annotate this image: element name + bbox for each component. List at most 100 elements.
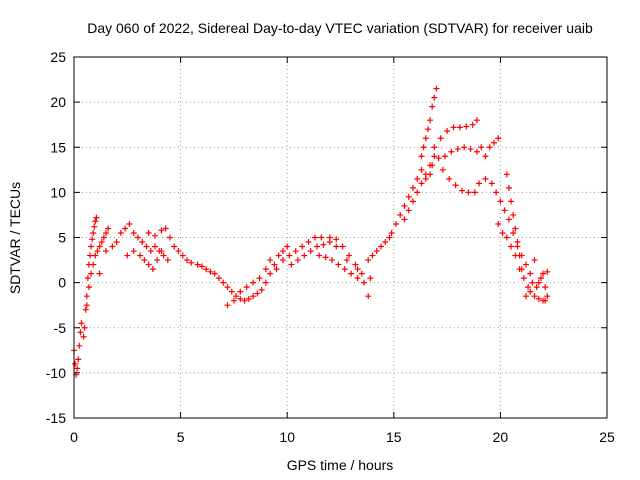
- data-point: [405, 193, 412, 200]
- data-point: [279, 257, 286, 264]
- data-point: [158, 227, 165, 234]
- data-point: [316, 252, 323, 259]
- data-point: [166, 234, 173, 241]
- data-point: [527, 288, 534, 295]
- data-point: [102, 248, 109, 255]
- data-point: [360, 279, 367, 286]
- data-point: [245, 295, 252, 302]
- data-point: [76, 342, 83, 349]
- data-point: [544, 268, 551, 275]
- data-point: [482, 153, 489, 160]
- data-point: [463, 123, 470, 130]
- data-point: [294, 257, 301, 264]
- data-point: [83, 302, 90, 309]
- data-point: [478, 144, 485, 151]
- data-point: [149, 266, 156, 273]
- data-point: [352, 261, 359, 268]
- data-point: [258, 286, 265, 293]
- x-tick-label: 20: [493, 429, 509, 445]
- data-point: [409, 184, 416, 191]
- data-point: [488, 180, 495, 187]
- data-point: [113, 239, 120, 246]
- data-point: [98, 239, 105, 246]
- data-point: [448, 148, 455, 155]
- data-point: [207, 268, 214, 275]
- data-point: [228, 288, 235, 295]
- data-point: [233, 293, 240, 300]
- x-axis-label: GPS time / hours: [287, 457, 394, 473]
- data-point: [241, 297, 248, 304]
- y-tick-label: -5: [54, 320, 67, 336]
- data-point: [450, 124, 457, 131]
- data-point: [339, 243, 346, 250]
- data-point: [183, 257, 190, 264]
- data-point: [542, 284, 549, 291]
- y-tick-label: 10: [50, 184, 66, 200]
- data-point: [365, 257, 372, 264]
- data-point: [452, 182, 459, 189]
- data-point: [531, 293, 538, 300]
- y-tick-label: 0: [58, 275, 66, 291]
- data-point: [401, 216, 408, 223]
- data-point: [437, 135, 444, 142]
- data-point: [145, 261, 152, 268]
- data-point: [520, 275, 527, 282]
- data-point: [328, 257, 335, 264]
- x-axis: 0 5 10 15 20 25: [70, 57, 615, 445]
- data-point: [82, 306, 89, 313]
- x-tick-label: 25: [599, 429, 615, 445]
- data-point: [301, 252, 308, 259]
- data-point: [288, 261, 295, 268]
- x-tick-label: 5: [177, 429, 185, 445]
- data-point: [326, 234, 333, 241]
- data-point: [446, 175, 453, 182]
- data-point: [435, 155, 442, 162]
- data-point: [91, 223, 98, 230]
- data-point: [117, 229, 124, 236]
- data-point: [420, 144, 427, 151]
- data-point: [75, 356, 82, 363]
- data-point: [418, 166, 425, 173]
- data-point: [527, 270, 534, 277]
- data-point: [292, 248, 299, 255]
- data-point: [533, 284, 540, 291]
- plot-frame: [73, 56, 608, 419]
- x-tick-label: 15: [386, 429, 402, 445]
- data-point: [386, 234, 393, 241]
- data-point: [493, 189, 500, 196]
- data-point: [501, 207, 508, 214]
- y-tick-label: 15: [50, 139, 66, 155]
- data-point: [456, 124, 463, 131]
- data-point: [512, 225, 519, 232]
- data-point: [529, 279, 536, 286]
- data-point: [72, 360, 79, 367]
- data-point: [77, 329, 84, 336]
- data-point: [307, 248, 314, 255]
- data-point: [409, 198, 416, 205]
- data-point: [469, 121, 476, 128]
- data-point: [94, 248, 101, 255]
- data-point: [505, 216, 512, 223]
- data-point: [262, 279, 269, 286]
- data-point: [88, 270, 95, 277]
- data-point: [486, 144, 493, 151]
- data-point: [522, 261, 529, 268]
- data-point: [414, 175, 421, 182]
- data-point: [89, 236, 96, 243]
- data-point: [160, 252, 167, 259]
- data-point: [320, 241, 327, 248]
- data-point: [85, 284, 92, 291]
- data-point: [540, 270, 547, 277]
- data-point: [152, 243, 159, 250]
- data-point: [346, 252, 353, 259]
- data-point: [544, 293, 551, 300]
- data-point: [427, 171, 434, 178]
- data-point: [84, 275, 91, 282]
- data-point: [333, 236, 340, 243]
- data-point: [203, 266, 210, 273]
- data-point: [392, 220, 399, 227]
- data-point: [273, 266, 280, 273]
- data-point: [220, 279, 227, 286]
- data-point: [535, 279, 542, 286]
